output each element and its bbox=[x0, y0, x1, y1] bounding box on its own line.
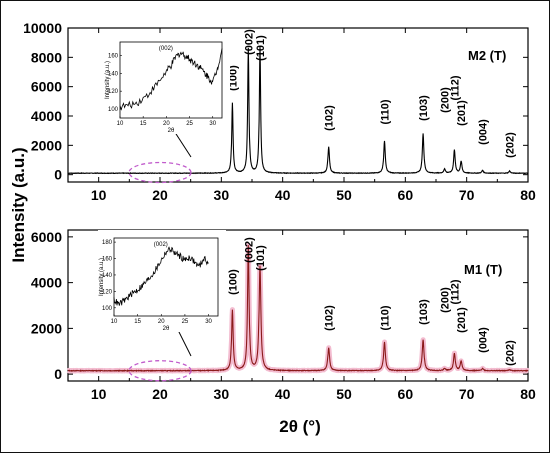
bottom-peak-label: (201) bbox=[456, 307, 468, 333]
bottom-inset-trace bbox=[113, 246, 209, 306]
bottom-peak-label: (100) bbox=[227, 269, 239, 295]
bottom-x-tick-label: 20 bbox=[152, 386, 168, 402]
top-peak-label: (100) bbox=[227, 65, 239, 91]
bottom-peak-label: (202) bbox=[505, 340, 517, 366]
top-peak-label: (201) bbox=[456, 100, 468, 126]
top-inset-y-tick-label: 140 bbox=[108, 71, 119, 77]
top-highlight-ellipse bbox=[128, 161, 192, 184]
bottom-y-tick-label: 6000 bbox=[31, 229, 62, 245]
top-peak-label: (200) bbox=[440, 87, 452, 113]
top-inset-x-tick-label: 30 bbox=[209, 121, 216, 127]
top-plot-frame bbox=[67, 27, 529, 183]
top-y-tick-label: 0 bbox=[54, 167, 62, 183]
bottom-y-tick-label: 0 bbox=[54, 366, 62, 382]
top-peak-label: (002) bbox=[243, 29, 255, 55]
top-x-tick-label: 40 bbox=[275, 187, 291, 203]
top-inset-x-tick-label: 20 bbox=[163, 121, 170, 127]
bottom-peak-label: (200) bbox=[440, 287, 452, 313]
top-inset-y-tick-label: 160 bbox=[108, 53, 119, 59]
top-peak-label: (112) bbox=[449, 75, 461, 100]
bottom-inset-y-tick-label: 100 bbox=[102, 306, 113, 312]
bottom-peak-label: (102) bbox=[324, 305, 336, 331]
bottom-peak-label: (002) bbox=[243, 237, 255, 263]
bottom-peak-label: (101) bbox=[255, 245, 267, 271]
top-inset-x-tick-label: 10 bbox=[117, 121, 124, 127]
top-x-tick-label: 20 bbox=[152, 187, 168, 203]
top-inset-x-tick-label: 15 bbox=[140, 121, 147, 127]
top-y-tick-label: 2000 bbox=[31, 137, 62, 153]
bottom-plot-frame bbox=[67, 229, 529, 382]
bottom-x-tick-label: 10 bbox=[91, 386, 107, 402]
bottom-inset-background bbox=[98, 230, 226, 332]
bottom-peak-label: (103) bbox=[418, 299, 430, 325]
bottom-trace bbox=[67, 245, 529, 373]
bottom-x-tick-label: 60 bbox=[398, 386, 414, 402]
top-trace bbox=[67, 46, 529, 175]
top-peak-label: (102) bbox=[324, 105, 336, 131]
bottom-x-tick-label: 80 bbox=[520, 386, 536, 402]
top-inset-frame bbox=[119, 41, 223, 119]
y-axis-title: Intensity (a.u.) bbox=[9, 147, 28, 262]
bottom-inset-y-tick-label: 180 bbox=[102, 240, 113, 246]
top-y-tick-label: 8000 bbox=[31, 49, 62, 65]
top-x-tick-label: 70 bbox=[459, 187, 475, 203]
bottom-inset-x-tick-label: 15 bbox=[134, 319, 141, 325]
bottom-y-tick-label: 4000 bbox=[31, 275, 62, 291]
top-inset-y-tick-label: 100 bbox=[108, 107, 119, 113]
bottom-highlight-ellipse bbox=[128, 360, 192, 382]
bottom-inset-y-tick-label: 140 bbox=[102, 273, 113, 279]
top-y-tick-label: 4000 bbox=[31, 108, 62, 124]
bottom-peak-label: (004) bbox=[478, 327, 490, 353]
x-axis-title: 2θ (°) bbox=[279, 417, 321, 436]
top-peak-label: (101) bbox=[255, 35, 267, 61]
bottom-x-tick-label: 40 bbox=[275, 386, 291, 402]
bottom-x-tick-label: 50 bbox=[336, 386, 352, 402]
top-inset-trace bbox=[119, 48, 223, 111]
top-x-tick-label: 60 bbox=[398, 187, 414, 203]
top-x-tick-label: 80 bbox=[520, 187, 536, 203]
top-peak-label: (004) bbox=[478, 119, 490, 145]
panel-top: 10 20 30 40 50 60 70 80 0 2000 4000 6000 8000 10000 (1… bbox=[23, 20, 536, 203]
top-peak-label: (110) bbox=[379, 99, 391, 124]
bottom-x-tick-label: 70 bbox=[459, 386, 475, 402]
top-peak-label: (202) bbox=[505, 132, 517, 158]
top-inset-background bbox=[104, 34, 230, 134]
top-y-tick-label: 10000 bbox=[23, 20, 62, 36]
bottom-inset-x-tick-label: 25 bbox=[182, 319, 189, 325]
bottom-inset-y-label: Intensity (a.u.) bbox=[99, 258, 105, 296]
top-y-tick-label: 6000 bbox=[31, 79, 62, 95]
top-inset-x-label: 2θ bbox=[168, 128, 175, 134]
top-inset-y-label: Intensity (a.u.) bbox=[105, 61, 111, 99]
top-inset-y-tick-label: 120 bbox=[108, 89, 119, 95]
top-x-tick-label: 10 bbox=[91, 187, 107, 203]
bottom-peak-label: (110) bbox=[379, 305, 391, 330]
top-x-tick-label: 30 bbox=[214, 187, 230, 203]
top-inset-x-tick-label: 25 bbox=[186, 121, 193, 127]
bottom-inset-x-tick-label: 20 bbox=[158, 319, 165, 325]
bottom-inset-y-tick-label: 120 bbox=[102, 289, 113, 295]
bottom-sample-label: M1 (T) bbox=[464, 262, 502, 277]
bottom-inset-x-tick-label: 30 bbox=[205, 319, 212, 325]
bottom-inset-x-tick-label: 10 bbox=[111, 319, 118, 325]
bottom-inset-frame bbox=[113, 237, 219, 317]
top-sample-label: M2 (T) bbox=[468, 48, 506, 63]
bottom-inset-x-label: 2θ bbox=[163, 326, 170, 332]
bottom-inset-y-tick-label: 160 bbox=[102, 257, 113, 263]
bottom-inset-title: (002) bbox=[154, 242, 168, 248]
bottom-x-tick-label: 30 bbox=[214, 386, 230, 402]
bottom-peak-label: (112) bbox=[449, 279, 461, 304]
top-peak-label: (103) bbox=[418, 95, 430, 121]
top-x-tick-label: 50 bbox=[336, 187, 352, 203]
panel-bottom: 10 20 30 40 50 60 70 800200040006000(100)(002)(… bbox=[31, 229, 536, 402]
top-inset-title: (002) bbox=[159, 46, 173, 52]
bottom-y-tick-label: 2000 bbox=[31, 320, 62, 336]
